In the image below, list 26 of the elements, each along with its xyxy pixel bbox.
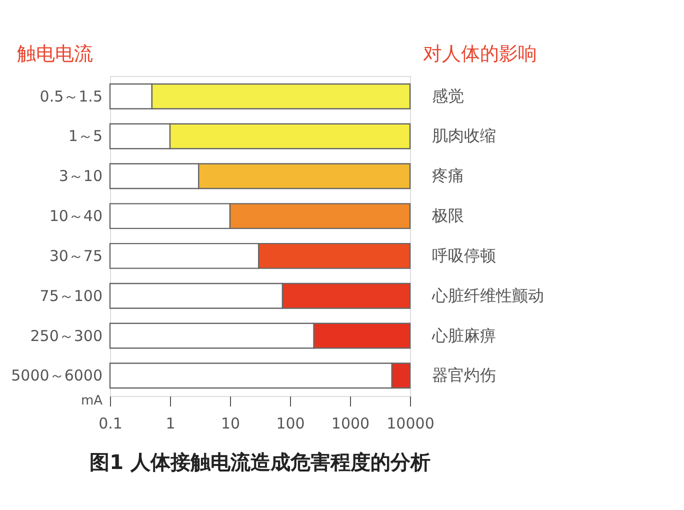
y-tick-label: 5000～6000: [11, 366, 102, 385]
y-tick-label: 250～300: [30, 326, 102, 345]
y-tick-label: 1～5: [68, 127, 102, 146]
x-tick-label: 10000: [386, 414, 434, 432]
text: 触电电流: [17, 43, 93, 65]
text: 疼痛: [432, 166, 464, 186]
text: 肌肉收缩: [432, 126, 496, 146]
text: 器官灼伤: [432, 366, 496, 385]
text: 呼吸停顿: [432, 246, 496, 265]
text: 对人体的影响: [423, 43, 537, 65]
x-axis-title: mA: [80, 394, 103, 408]
y-tick-label: 0.5～1.5: [40, 87, 102, 106]
x-tick-label: 1: [166, 414, 176, 432]
text: 心脏纤维性颤动: [431, 286, 544, 305]
text: 心脏麻痹: [431, 326, 496, 345]
x-tick-label: 10: [220, 414, 240, 432]
x-tick-label: 100: [276, 414, 305, 432]
text: 极限: [431, 206, 464, 226]
text: 感觉: [432, 86, 464, 106]
y-tick-label: 3～10: [58, 167, 102, 186]
x-tick-label: 1000: [331, 414, 370, 432]
y-tick-label: 10～40: [49, 207, 102, 226]
y-tick-label: 30～75: [49, 246, 102, 265]
text: 图1 人体接触电流造成危害程度的分析: [90, 450, 430, 474]
y-tick-label: 75～100: [40, 286, 102, 305]
x-tick-label: 0.1: [98, 414, 122, 432]
